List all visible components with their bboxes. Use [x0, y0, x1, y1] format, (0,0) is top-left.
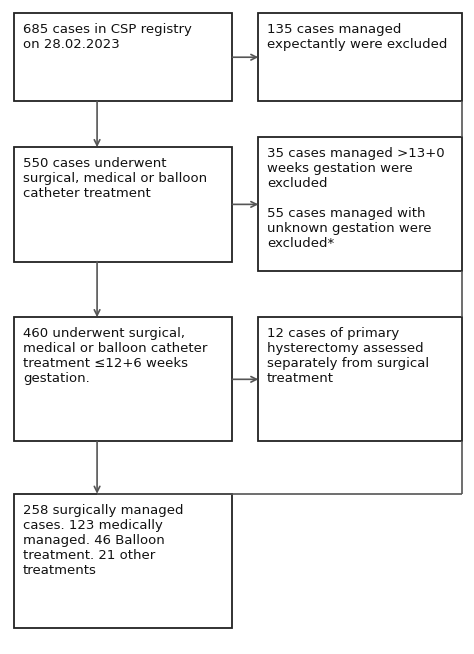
Text: 12 cases of primary
hysterectomy assessed
separately from surgical
treatment: 12 cases of primary hysterectomy assesse… — [267, 327, 429, 385]
FancyBboxPatch shape — [14, 147, 232, 262]
Text: 35 cases managed >13+0
weeks gestation were
excluded

55 cases managed with
unkn: 35 cases managed >13+0 weeks gestation w… — [267, 147, 445, 250]
Text: 460 underwent surgical,
medical or balloon catheter
treatment ≤12+6 weeks
gestat: 460 underwent surgical, medical or ballo… — [23, 327, 207, 385]
Text: 550 cases underwent
surgical, medical or balloon
catheter treatment: 550 cases underwent surgical, medical or… — [23, 157, 207, 200]
Text: 258 surgically managed
cases. 123 medically
managed. 46 Balloon
treatment. 21 ot: 258 surgically managed cases. 123 medica… — [23, 504, 183, 577]
FancyBboxPatch shape — [258, 13, 462, 101]
FancyBboxPatch shape — [14, 317, 232, 441]
Text: 135 cases managed
expectantly were excluded: 135 cases managed expectantly were exclu… — [267, 23, 447, 51]
FancyBboxPatch shape — [258, 137, 462, 271]
FancyBboxPatch shape — [14, 13, 232, 101]
FancyBboxPatch shape — [14, 494, 232, 628]
FancyBboxPatch shape — [258, 317, 462, 441]
Text: 685 cases in CSP registry
on 28.02.2023: 685 cases in CSP registry on 28.02.2023 — [23, 23, 191, 51]
